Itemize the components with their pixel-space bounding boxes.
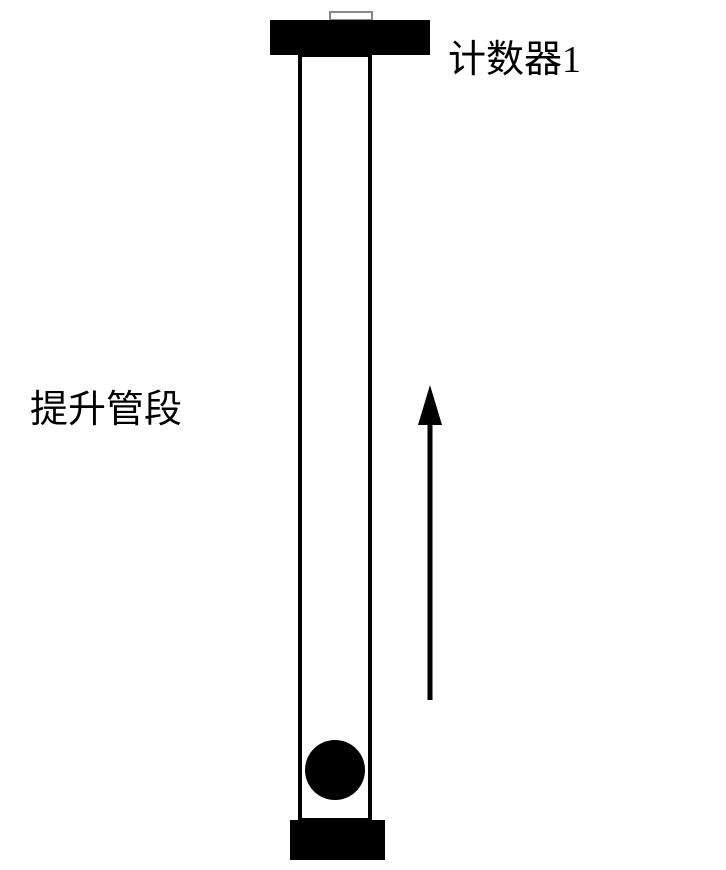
top-block	[270, 20, 430, 55]
ball	[305, 740, 365, 800]
top-tab	[330, 12, 372, 20]
tube-outline	[300, 55, 370, 820]
counter-label: 计数器1	[448, 28, 581, 83]
tube-label: 提升管段	[30, 378, 182, 433]
arrow-head	[418, 385, 442, 425]
bottom-block	[290, 820, 385, 860]
apparatus-diagram	[0, 0, 726, 870]
